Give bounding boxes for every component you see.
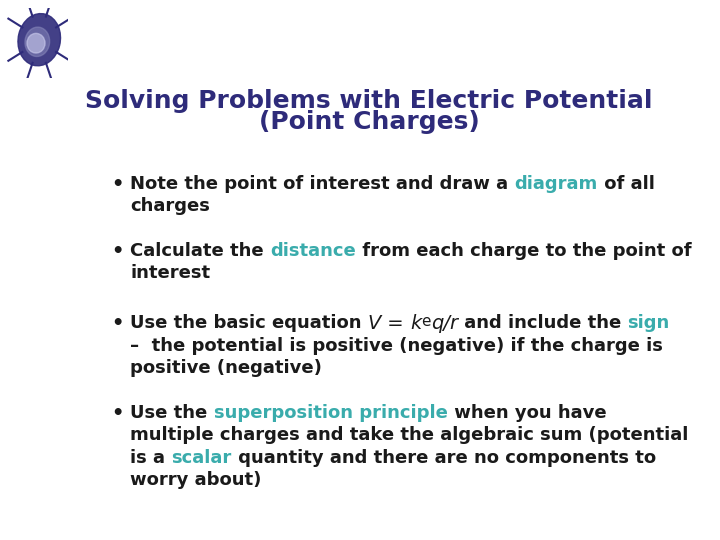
Text: (Point Charges): (Point Charges): [258, 110, 480, 134]
Text: diagram: diagram: [515, 175, 598, 193]
Text: positive (negative): positive (negative): [130, 359, 322, 377]
Text: Solving Problems with Electric Potential: Solving Problems with Electric Potential: [85, 90, 653, 113]
Text: Note the point of interest and draw a: Note the point of interest and draw a: [130, 175, 515, 193]
Text: q/r: q/r: [431, 314, 458, 333]
Text: of all: of all: [598, 175, 654, 193]
Text: sign: sign: [627, 314, 670, 332]
Ellipse shape: [25, 27, 50, 57]
Text: •: •: [111, 175, 124, 194]
Text: from each charge to the point of: from each charge to the point of: [356, 241, 691, 260]
Text: •: •: [111, 314, 124, 333]
Text: Use the: Use the: [130, 404, 214, 422]
Text: is a: is a: [130, 449, 171, 467]
Text: Calculate the: Calculate the: [130, 241, 270, 260]
Text: superposition principle: superposition principle: [214, 404, 448, 422]
Text: •: •: [111, 404, 124, 423]
Text: =: =: [382, 314, 410, 333]
Text: Use the basic equation: Use the basic equation: [130, 314, 368, 332]
Text: e: e: [421, 314, 431, 329]
Text: quantity and there are no components to: quantity and there are no components to: [232, 449, 656, 467]
Circle shape: [27, 33, 45, 53]
Text: scalar: scalar: [171, 449, 232, 467]
Text: multiple charges and take the algebraic sum (potential: multiple charges and take the algebraic …: [130, 426, 688, 444]
Text: charges: charges: [130, 198, 210, 215]
Ellipse shape: [18, 14, 60, 66]
Text: •: •: [111, 241, 124, 260]
Text: V: V: [368, 314, 382, 333]
Text: and include the: and include the: [458, 314, 627, 332]
Text: k: k: [410, 314, 421, 333]
Text: interest: interest: [130, 264, 210, 282]
Text: –  the potential is positive (negative) if the charge is: – the potential is positive (negative) i…: [130, 337, 663, 355]
Text: when you have: when you have: [448, 404, 606, 422]
Text: worry about): worry about): [130, 471, 261, 489]
Text: distance: distance: [270, 241, 356, 260]
